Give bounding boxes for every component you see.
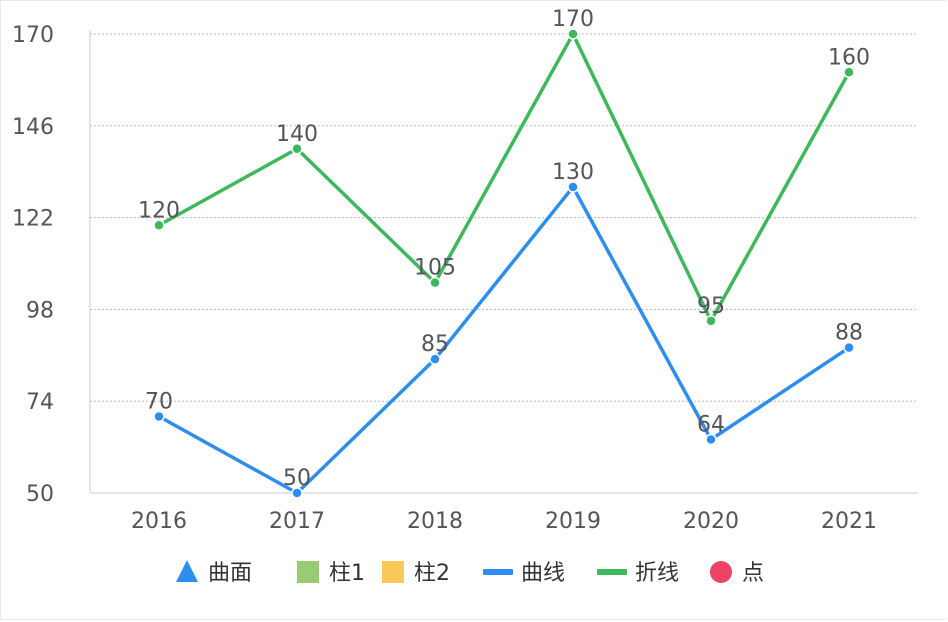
x-tick-label: 2020 bbox=[683, 509, 739, 534]
line-icon bbox=[597, 569, 627, 575]
series-line-曲线 bbox=[158, 183, 850, 496]
y-tick-label: 50 bbox=[26, 482, 54, 507]
legend-item-曲面[interactable]: 曲面 bbox=[176, 560, 252, 586]
data-point[interactable] bbox=[291, 487, 303, 499]
legend-item-柱1[interactable]: 柱1 bbox=[297, 561, 365, 586]
data-point[interactable] bbox=[429, 276, 441, 289]
axes: 50 74 98 122 146 170 2016 2017 2018 2019 2020 2021 bbox=[12, 23, 918, 534]
legend-item-点[interactable]: 点 bbox=[710, 561, 764, 586]
legend-label: 柱2 bbox=[414, 561, 450, 586]
grid-lines bbox=[90, 33, 918, 402]
y-tick-label: 122 bbox=[12, 207, 54, 232]
square-icon bbox=[382, 561, 404, 583]
y-tick-label: 146 bbox=[12, 115, 54, 140]
data-point[interactable] bbox=[567, 181, 579, 193]
legend[interactable]: 曲面 柱1 柱2 曲线 折线 点 bbox=[176, 560, 764, 586]
data-label: 95 bbox=[697, 294, 725, 319]
series-group bbox=[153, 28, 855, 499]
data-label: 88 bbox=[835, 321, 863, 346]
data-point[interactable] bbox=[705, 433, 717, 446]
x-tick-label: 2019 bbox=[545, 509, 601, 534]
data-point[interactable] bbox=[843, 66, 855, 78]
x-tick-label: 2021 bbox=[821, 509, 877, 534]
data-label: 105 bbox=[414, 256, 456, 281]
legend-item-折线[interactable]: 折线 bbox=[597, 561, 679, 586]
data-point[interactable] bbox=[429, 353, 441, 365]
data-label: 70 bbox=[145, 390, 173, 415]
data-labels: 70 50 85 130 64 88 120 140 105 170 95 160 bbox=[138, 7, 870, 491]
triangle-icon bbox=[176, 560, 198, 582]
line-icon bbox=[483, 569, 513, 575]
y-tick-label: 74 bbox=[26, 390, 54, 415]
data-point[interactable] bbox=[843, 341, 855, 354]
series-line-折线 bbox=[158, 30, 851, 325]
data-label: 64 bbox=[697, 412, 725, 437]
legend-item-柱2[interactable]: 柱2 bbox=[382, 561, 450, 586]
legend-item-曲线[interactable]: 曲线 bbox=[483, 561, 565, 586]
legend-label: 折线 bbox=[635, 561, 679, 586]
data-label: 120 bbox=[138, 198, 180, 223]
data-label: 170 bbox=[552, 7, 594, 32]
data-label: 130 bbox=[552, 160, 594, 185]
legend-label: 点 bbox=[742, 561, 764, 586]
data-point[interactable] bbox=[705, 315, 717, 327]
data-point[interactable] bbox=[153, 219, 165, 231]
data-label: 85 bbox=[421, 332, 449, 357]
x-tick-label: 2018 bbox=[407, 509, 463, 534]
legend-label: 柱1 bbox=[329, 561, 365, 586]
square-icon bbox=[297, 561, 319, 583]
data-label: 160 bbox=[828, 45, 870, 70]
data-label: 140 bbox=[276, 122, 318, 147]
y-tick-label: 98 bbox=[26, 298, 54, 323]
x-tick-label: 2017 bbox=[269, 509, 325, 534]
data-point[interactable] bbox=[291, 143, 303, 155]
legend-label: 曲线 bbox=[521, 561, 565, 586]
y-tick-label: 170 bbox=[12, 23, 54, 48]
x-tick-label: 2016 bbox=[131, 509, 187, 534]
data-label: 50 bbox=[283, 466, 311, 491]
legend-label: 曲面 bbox=[208, 561, 252, 586]
data-point[interactable] bbox=[153, 410, 165, 423]
data-point[interactable] bbox=[567, 28, 579, 40]
circle-icon bbox=[710, 561, 732, 583]
